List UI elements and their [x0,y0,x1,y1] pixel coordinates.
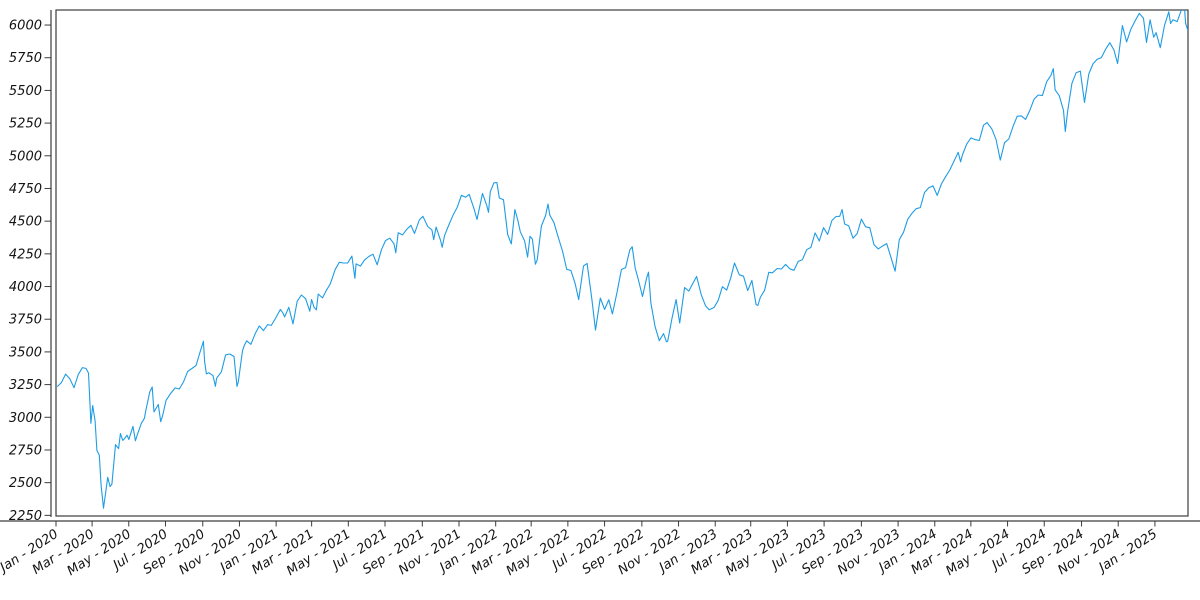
y-tick-label: 5250 [9,117,42,132]
y-tick-label: 2750 [9,443,42,458]
y-tick-label: 4500 [9,215,42,230]
y-tick-label: 5500 [9,84,42,99]
y-tick-label: 4000 [9,280,42,295]
plot-frame [55,9,1189,517]
y-tick-label: 4250 [9,247,42,262]
y-tick-label: 5750 [9,51,42,66]
y-tick-label: 4750 [9,182,42,197]
y-tick-label: 5000 [9,149,42,164]
y-tick-label: 3000 [9,411,42,426]
price-line [56,10,1188,509]
y-tick-label: 3750 [9,313,42,328]
y-tick-label: 6000 [9,19,42,34]
y-tick-label: 2500 [9,476,42,491]
y-tick-label: 3500 [9,345,42,360]
y-tick-label: 3250 [9,378,42,393]
y-tick-label: 2250 [9,509,42,524]
